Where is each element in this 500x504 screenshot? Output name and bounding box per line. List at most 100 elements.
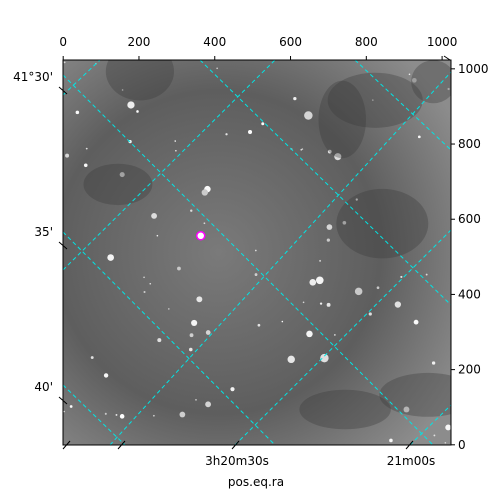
y-tick-label: 1000: [458, 62, 489, 76]
star: [136, 110, 139, 113]
star: [151, 212, 158, 219]
axes-frame: [62, 59, 452, 446]
star: [319, 259, 322, 262]
star: [179, 411, 186, 418]
star: [63, 61, 66, 64]
star: [205, 330, 211, 335]
y-tick-label: 200: [458, 363, 481, 377]
dec-tick: [58, 396, 68, 405]
star: [261, 122, 265, 126]
star: [188, 347, 193, 352]
ra-tick-label: 21m00s: [387, 454, 435, 468]
x-tick-label: 1000: [427, 35, 458, 49]
star: [293, 96, 297, 101]
star: [376, 286, 380, 290]
star: [175, 149, 177, 152]
star: [417, 135, 421, 139]
star: [254, 249, 257, 252]
star: [127, 101, 135, 109]
x-tick-label: 0: [59, 35, 67, 49]
ra-tick: [231, 440, 240, 450]
dark-cloud: [411, 60, 451, 104]
star: [119, 414, 125, 419]
dark-cloud: [379, 372, 451, 417]
star: [326, 302, 331, 307]
star: [143, 276, 145, 279]
star: [431, 361, 436, 365]
target-marker: [195, 231, 206, 241]
x-tick-label: 400: [203, 35, 226, 49]
star: [326, 238, 330, 242]
dark-cloud: [83, 163, 153, 206]
star: [257, 323, 261, 327]
star: [149, 282, 152, 285]
star: [119, 172, 125, 178]
star: [216, 67, 218, 70]
star: [444, 441, 447, 444]
sky-image: [63, 60, 451, 445]
y-tick-label: 600: [458, 212, 481, 226]
star: [408, 73, 411, 76]
star: [326, 224, 333, 230]
dark-cloud: [318, 80, 367, 159]
star: [320, 353, 329, 363]
star: [201, 189, 208, 196]
star: [304, 111, 313, 120]
star: [189, 333, 194, 338]
star: [248, 130, 253, 135]
star: [412, 77, 417, 83]
star: [143, 290, 146, 294]
star: [75, 110, 80, 115]
star: [225, 133, 228, 136]
star: [168, 308, 170, 310]
star: [342, 220, 347, 225]
star: [103, 373, 109, 378]
star: [433, 434, 436, 437]
star: [309, 278, 317, 286]
star: [315, 276, 324, 285]
edge-tick: [62, 440, 71, 450]
coordinate-grid: [63, 60, 451, 445]
star: [190, 209, 193, 212]
star: [121, 89, 124, 91]
star: [196, 296, 203, 303]
star: [445, 424, 451, 431]
star: [191, 319, 198, 326]
star: [389, 438, 393, 443]
x-tick-label: 600: [279, 35, 302, 49]
star: [447, 87, 450, 91]
star: [115, 413, 118, 416]
star: [104, 412, 107, 415]
dec-tick: [58, 86, 68, 95]
dec-tick: [58, 241, 68, 250]
dark-cloud: [327, 72, 423, 128]
y-tick-label: 800: [458, 137, 481, 151]
y-tick-label: 400: [458, 287, 481, 301]
x-axis-label: pos.eq.ra: [228, 475, 284, 489]
stars: [63, 60, 451, 444]
star: [302, 301, 305, 304]
star: [368, 312, 372, 316]
star: [69, 405, 73, 408]
star: [195, 398, 197, 401]
star: [301, 148, 304, 150]
dark-cloud: [299, 389, 391, 430]
star: [334, 334, 336, 336]
star: [85, 147, 88, 150]
star: [287, 355, 295, 364]
dec-tick-label: 35': [34, 225, 53, 239]
star: [205, 401, 212, 408]
star: [230, 387, 235, 392]
star: [400, 275, 403, 278]
edge-tick: [117, 440, 126, 450]
star: [372, 99, 374, 101]
star: [394, 301, 402, 308]
ra-tick-label: 3h20m30s: [205, 454, 269, 468]
star: [354, 287, 363, 296]
star: [254, 273, 258, 276]
star: [403, 406, 410, 413]
y-tick-label: 0: [458, 438, 466, 452]
star: [157, 338, 162, 343]
star: [327, 149, 332, 154]
